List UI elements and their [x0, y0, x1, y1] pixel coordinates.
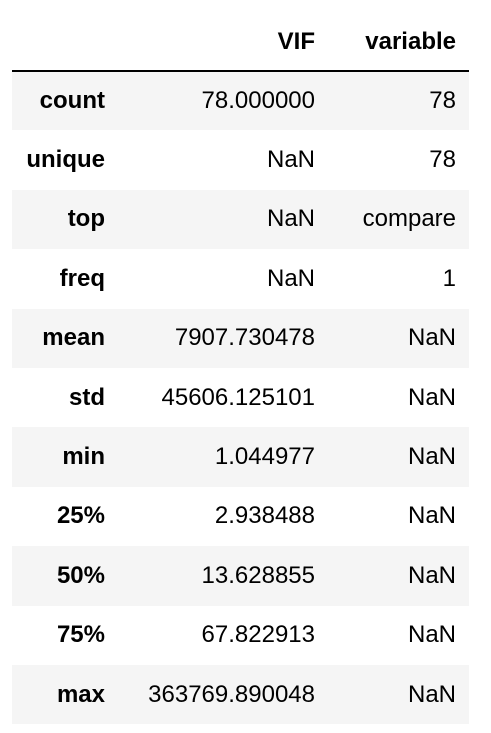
variable-cell: 1 — [442, 264, 456, 292]
variable-cell: NaN — [407, 502, 456, 530]
vif-cell: 1.044977 — [214, 443, 315, 471]
variable-cell: 78 — [429, 87, 456, 115]
table-row: count 78.000000 78 — [12, 71, 469, 131]
table-row: 75% 67.822913 NaN — [12, 606, 469, 665]
variable-cell: 78 — [429, 146, 456, 174]
table-row: top NaN compare — [12, 189, 469, 250]
row-index-label: mean — [42, 324, 105, 352]
table-row: max 363769.890048 NaN — [12, 664, 469, 725]
column-header-vif: VIF — [118, 14, 328, 72]
vif-cell: 67.822913 — [201, 621, 315, 649]
row-index-label: top — [67, 205, 105, 233]
variable-cell: NaN — [407, 383, 456, 411]
row-index-label: 75% — [56, 621, 105, 649]
vif-cell: 363769.890048 — [148, 680, 315, 708]
index-header — [12, 14, 118, 72]
table-row: min 1.044977 NaN — [12, 427, 469, 487]
variable-cell: NaN — [407, 680, 456, 708]
row-index-label: unique — [26, 146, 105, 174]
vif-cell: NaN — [266, 146, 315, 174]
header-row: VIF variable — [12, 14, 469, 72]
vif-cell: 45606.125101 — [161, 383, 316, 411]
describe-table: VIF variable count 78.000000 78 unique NaN 78… — [12, 14, 469, 725]
vif-cell: 13.628855 — [201, 561, 315, 589]
table-row: 50% 13.628855 NaN — [12, 546, 469, 606]
table-row: unique NaN 78 — [12, 130, 469, 189]
table-row: 25% 2.938488 NaN — [12, 487, 469, 546]
table-row: mean 7907.730478 NaN — [12, 308, 469, 368]
row-index-label: freq — [59, 264, 105, 292]
row-index-label: max — [56, 680, 105, 708]
vif-cell: 2.938488 — [214, 502, 315, 530]
column-header-variable: variable — [328, 14, 469, 72]
vif-cell: 7907.730478 — [174, 324, 315, 352]
variable-cell: NaN — [407, 621, 456, 649]
vif-cell: NaN — [266, 264, 315, 292]
row-index-label: 25% — [56, 502, 105, 530]
table-row: std 45606.125101 NaN — [12, 368, 469, 427]
row-index-label: min — [62, 443, 105, 471]
row-index-label: count — [39, 87, 105, 115]
variable-cell: NaN — [407, 443, 456, 471]
variable-cell: NaN — [407, 561, 456, 589]
table-row: freq NaN 1 — [12, 249, 469, 308]
row-index-label: std — [69, 383, 105, 411]
table-body: count 78.000000 78 unique NaN 78 top NaN compare… — [12, 71, 469, 725]
vif-cell: 78.000000 — [201, 87, 315, 115]
row-index-label: 50% — [56, 561, 105, 589]
variable-cell: NaN — [407, 324, 456, 352]
vif-cell: NaN — [266, 205, 315, 233]
table-header: VIF variable — [12, 14, 469, 72]
variable-cell: compare — [362, 205, 456, 233]
